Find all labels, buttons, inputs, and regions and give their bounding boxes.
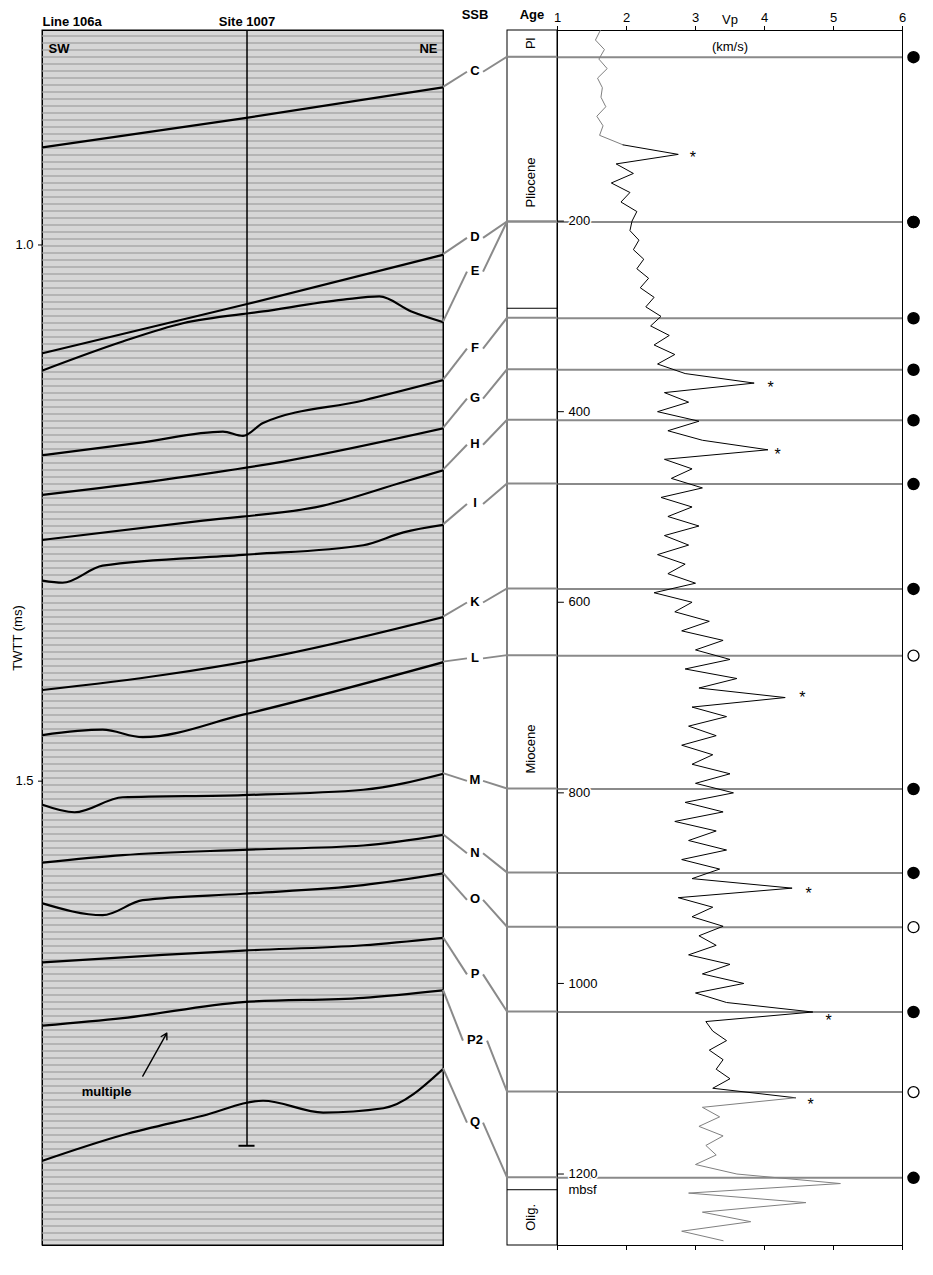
svg-text:I: I (473, 495, 477, 510)
svg-text:G: G (470, 390, 480, 405)
svg-text:Q: Q (470, 1114, 480, 1129)
svg-text:(km/s): (km/s) (712, 39, 748, 54)
svg-text:TWTT (ms): TWTT (ms) (10, 605, 25, 670)
svg-text:600: 600 (569, 594, 591, 609)
svg-text:3: 3 (692, 10, 699, 25)
svg-text:Line 106a: Line 106a (43, 14, 103, 29)
svg-text:P: P (471, 966, 480, 981)
svg-text:*: * (799, 689, 805, 706)
svg-text:Pliocene: Pliocene (523, 158, 538, 208)
svg-text:2: 2 (623, 10, 630, 25)
svg-text:L: L (471, 650, 479, 665)
svg-text:*: * (690, 149, 696, 166)
svg-text:M: M (470, 772, 481, 787)
svg-text:mbsf: mbsf (569, 1182, 598, 1197)
svg-text:Vp: Vp (722, 12, 738, 27)
svg-text:Pl: Pl (523, 37, 538, 49)
svg-text:D: D (470, 229, 479, 244)
svg-text:NE: NE (419, 41, 437, 56)
svg-text:5: 5 (830, 10, 837, 25)
svg-text:H: H (470, 436, 479, 451)
svg-text:*: * (806, 885, 812, 902)
svg-text:4: 4 (761, 10, 768, 25)
svg-text:1: 1 (554, 10, 561, 25)
svg-text:N: N (470, 845, 479, 860)
svg-text:Olig.: Olig. (523, 1204, 538, 1231)
svg-text:6: 6 (899, 10, 906, 25)
svg-text:*: * (774, 446, 780, 463)
svg-text:multiple: multiple (82, 1084, 132, 1099)
svg-text:*: * (768, 379, 774, 396)
svg-text:200: 200 (569, 213, 591, 228)
svg-text:800: 800 (569, 785, 591, 800)
svg-text:P2: P2 (467, 1032, 483, 1047)
svg-text:K: K (470, 594, 480, 609)
svg-text:O: O (470, 891, 480, 906)
svg-text:SSB: SSB (462, 7, 489, 22)
svg-text:SW: SW (49, 41, 71, 56)
svg-text:Site 1007: Site 1007 (219, 14, 275, 29)
svg-text:1000: 1000 (569, 976, 598, 991)
svg-text:E: E (471, 263, 480, 278)
svg-text:Age: Age (520, 7, 545, 22)
svg-text:*: * (808, 1096, 814, 1113)
svg-text:400: 400 (569, 404, 591, 419)
svg-text:C: C (470, 63, 480, 78)
svg-text:1.0: 1.0 (15, 237, 33, 252)
svg-text:1200: 1200 (569, 1166, 598, 1181)
svg-text:Miocene: Miocene (523, 724, 538, 773)
svg-text:*: * (826, 1012, 832, 1029)
svg-text:F: F (471, 340, 479, 355)
svg-text:1.5: 1.5 (15, 773, 33, 788)
